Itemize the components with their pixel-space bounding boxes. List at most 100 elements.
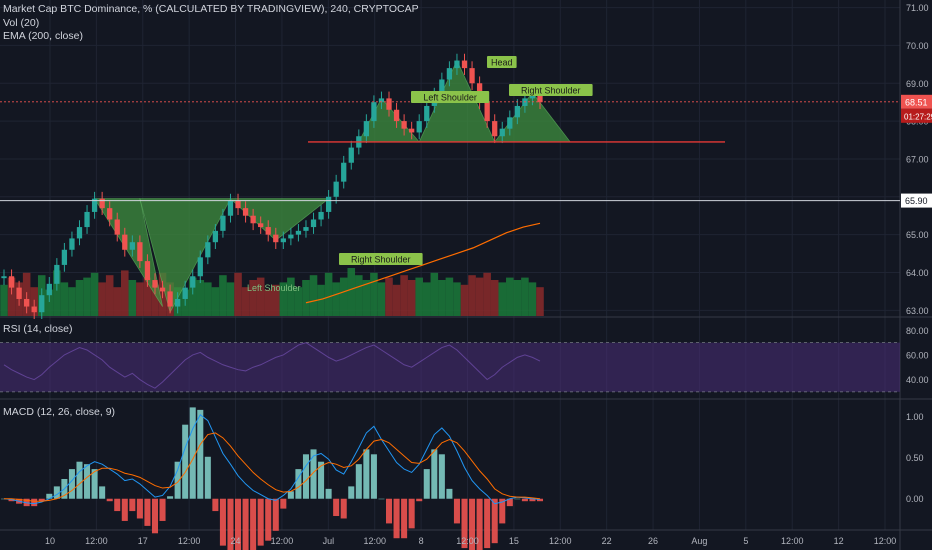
macd-histogram-bar (53, 486, 60, 499)
level-label: 65.90 (905, 196, 928, 206)
macd-histogram-bar (91, 469, 98, 499)
macd-line (3, 414, 541, 505)
candle-body (401, 121, 407, 129)
volume-bar (385, 277, 393, 316)
last-price-label: 68.51 (905, 97, 928, 107)
x-tick-label: 12:00 (874, 536, 897, 546)
macd-legend: MACD (12, 26, close, 9) (3, 406, 116, 418)
volume-bar (60, 282, 69, 316)
volume-bar (287, 277, 295, 316)
volume-bar (536, 287, 544, 316)
volume-bar (422, 282, 431, 316)
macd-histogram-bar (129, 498, 136, 512)
volume-bar (324, 272, 333, 316)
volume-bar (528, 282, 537, 316)
candle-body (280, 238, 286, 243)
volume-bar (498, 282, 507, 316)
macd-histogram-bar (438, 454, 445, 499)
macd-histogram-bar (136, 498, 143, 519)
volume-bar (7, 277, 16, 316)
macd-histogram-bar (393, 498, 400, 539)
candle-body (416, 121, 422, 133)
volume-bar (415, 277, 423, 316)
macd-histogram-bar (114, 498, 121, 512)
volume-bar (445, 277, 454, 316)
label-left-shoulder-top-bg (411, 91, 490, 103)
candle-body (446, 68, 453, 80)
macd-histogram-bar (423, 469, 430, 499)
macd-histogram-bar (159, 498, 166, 521)
macd-histogram-bar (167, 496, 174, 499)
candle-body (409, 128, 415, 133)
volume-bar (309, 275, 318, 316)
macd-tick-label: 0.00 (906, 494, 924, 504)
volume-bar (339, 277, 348, 316)
volume-bar (453, 282, 461, 316)
volume-bar (407, 280, 416, 316)
candle-body (499, 128, 505, 137)
macd-histogram-bar (302, 454, 309, 499)
volume-bar (483, 272, 491, 316)
x-tick-label: 12:00 (85, 536, 108, 546)
macd-histogram-bar (197, 409, 204, 499)
x-tick-label: 12 (834, 536, 844, 546)
volume-bar (128, 280, 137, 316)
volume-bar (370, 272, 378, 316)
macd-histogram-bar (325, 488, 332, 499)
label-head: Head (491, 58, 513, 68)
x-tick-label: 12:00 (549, 536, 572, 546)
candle-body (205, 242, 211, 258)
macd-histogram-bar (318, 461, 325, 499)
candle-body (107, 208, 113, 220)
macd-tick-label: 0.50 (906, 453, 924, 463)
candle-body (54, 264, 60, 284)
volume-bar (279, 282, 288, 316)
candle-body (469, 68, 475, 84)
x-tick-label: 12:00 (456, 536, 479, 546)
macd-histogram-bar (31, 498, 38, 507)
volume-bar (460, 284, 469, 316)
volume-bar (98, 282, 106, 316)
candle-body (39, 295, 45, 313)
volume-bar (75, 280, 84, 316)
volume-bar (347, 268, 356, 316)
macd-histogram-bar (189, 407, 196, 499)
label-right-shoulder-bottom-bg (339, 253, 423, 265)
macd-histogram-bar (84, 464, 91, 499)
macd-histogram-bar (461, 498, 468, 549)
candle-body (514, 105, 520, 118)
macd-histogram-bar (348, 486, 355, 499)
candle-body (167, 291, 173, 307)
candle-body (122, 234, 128, 250)
volume-bar (83, 277, 91, 316)
head-and-shoulders-pattern (93, 59, 572, 314)
price-tick-label: 67.00 (906, 154, 929, 164)
x-tick-label: Jul (323, 536, 335, 546)
rsi-line (3, 342, 541, 389)
macd-histogram-bar (212, 498, 219, 512)
macd-pane (0, 407, 544, 550)
macd-histogram-bar (219, 498, 226, 546)
macd-histogram-bar (491, 498, 498, 544)
macd-histogram-bar (446, 488, 453, 499)
volume-bar (188, 277, 197, 316)
volume-bar (468, 275, 476, 316)
candle-body (439, 79, 445, 95)
macd-histogram-bar (385, 498, 393, 524)
candle-body (333, 181, 339, 197)
volume-bar (362, 280, 371, 316)
candle-body (250, 215, 256, 224)
candle-body (212, 230, 219, 243)
volume-bar (226, 282, 235, 316)
volume-bar (377, 282, 386, 316)
volume-bars (0, 268, 544, 316)
candle-body (129, 242, 135, 250)
candle-body (325, 196, 332, 212)
candle-body (378, 98, 385, 103)
candle-body (363, 121, 370, 137)
volume-bar (219, 275, 227, 316)
x-tick-label: 12:00 (178, 536, 201, 546)
macd-histogram-bar (76, 461, 83, 499)
ema-legend: EMA (200, close) (3, 30, 83, 42)
candle-body (492, 121, 498, 137)
